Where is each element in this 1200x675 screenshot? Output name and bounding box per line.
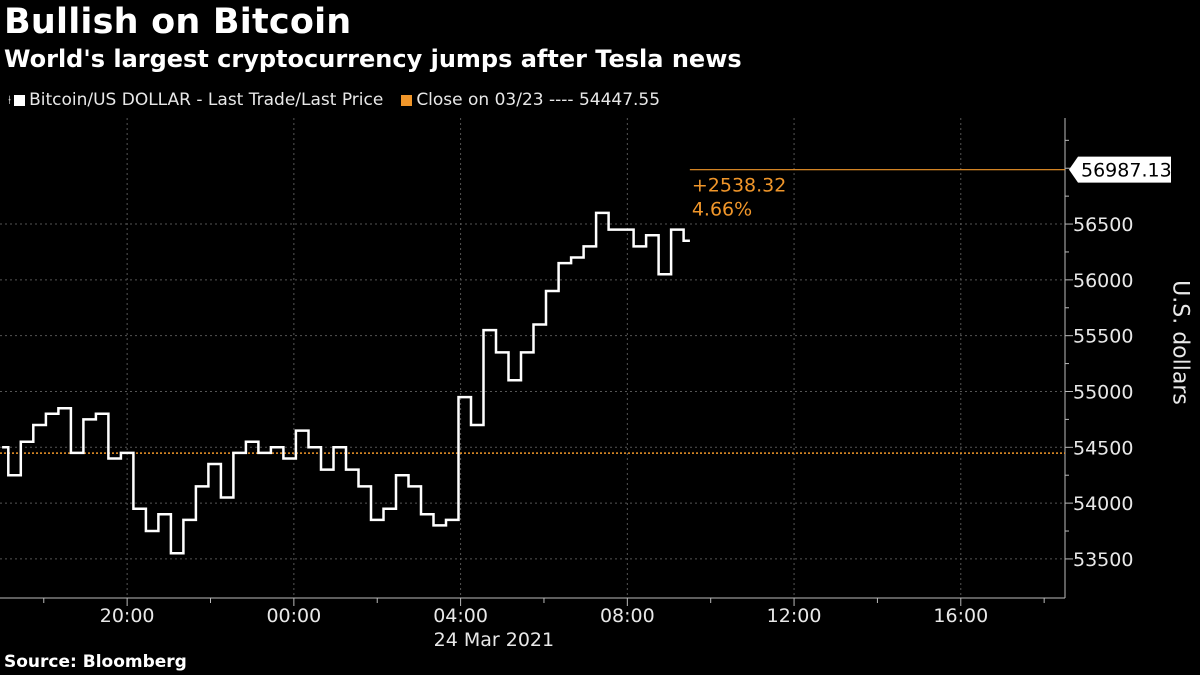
x-tick-label: 00:00 (266, 605, 321, 627)
y-tick-label: 55500 (1073, 326, 1133, 348)
candle-icon: ⍿ (8, 92, 12, 107)
x-tick-label: 20:00 (100, 605, 155, 627)
legend-item-close: Close on 03/23 ---- 54447.55 (401, 90, 660, 110)
series-line-bitcoin (2, 211, 690, 555)
y-tick-label: 55000 (1073, 381, 1133, 403)
source-note: Source: Bloomberg (4, 652, 187, 672)
last-value-label: 56987.13 (1081, 160, 1172, 182)
legend-item-series: ⍿ Bitcoin/US DOLLAR - Last Trade/Last Pr… (8, 90, 383, 110)
change-pct-label: 4.66% (692, 199, 752, 221)
y-tick-label: 54500 (1073, 437, 1133, 459)
x-tick-label: 12:00 (767, 605, 822, 627)
legend-swatch-series (14, 94, 26, 106)
chart-subtitle: World's largest cryptocurrency jumps aft… (4, 45, 742, 73)
y-tick-label: 53500 (1073, 549, 1133, 571)
last-value-tag (1069, 156, 1171, 183)
legend-swatch-close (401, 94, 413, 106)
legend: ⍿ Bitcoin/US DOLLAR - Last Trade/Last Pr… (8, 90, 678, 110)
x-tick-label: 04:00 (433, 605, 488, 627)
y-tick-label: 56500 (1073, 214, 1133, 236)
y-tick-label: 56000 (1073, 270, 1133, 292)
x-tick-label: 16:00 (933, 605, 988, 627)
change-label: +2538.32 (692, 175, 787, 197)
legend-label-close: Close on 03/23 ---- 54447.55 (416, 90, 661, 110)
x-tick-label: 08:00 (600, 605, 655, 627)
x-date-label: 24 Mar 2021 (434, 629, 554, 651)
y-tick-label: 54000 (1073, 493, 1133, 515)
chart-title: Bullish on Bitcoin (4, 2, 352, 42)
y-axis-label: U.S. dollars (1167, 280, 1193, 405)
legend-label-series: Bitcoin/US DOLLAR - Last Trade/Last Pric… (29, 90, 384, 110)
